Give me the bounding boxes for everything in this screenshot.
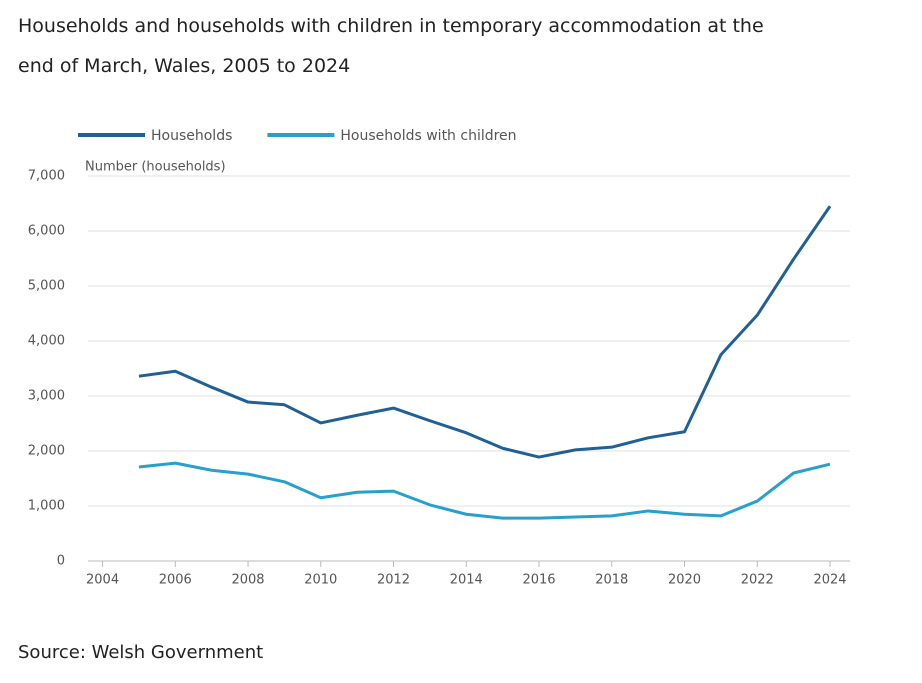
x-tick-label: 2024 bbox=[813, 573, 846, 588]
chart-title: Households and households with children … bbox=[18, 15, 764, 77]
x-tick-label: 2004 bbox=[86, 573, 119, 588]
series-line bbox=[138, 205, 832, 459]
x-tick-label: 2010 bbox=[304, 573, 337, 588]
legend-label: Households bbox=[151, 128, 232, 144]
x-tick-label: 2022 bbox=[741, 573, 774, 588]
y-tick-label: 0 bbox=[57, 554, 65, 569]
y-tick-label: 4,000 bbox=[28, 334, 65, 349]
source: Source: Welsh Government bbox=[18, 642, 264, 663]
x-tick-label: 2018 bbox=[595, 573, 628, 588]
y-tick-label: 5,000 bbox=[28, 279, 65, 294]
x-tick-label: 2012 bbox=[377, 573, 410, 588]
series-line bbox=[138, 461, 831, 520]
y-axis-label: Number (households) bbox=[85, 160, 226, 175]
legend-label: Households with children bbox=[340, 128, 516, 144]
x-tick-label: 2008 bbox=[231, 573, 264, 588]
y-tick-label: 2,000 bbox=[28, 444, 65, 459]
x-tick-label: 2006 bbox=[159, 573, 192, 588]
y-tick-label: 6,000 bbox=[28, 224, 65, 239]
y-tick-label: 7,000 bbox=[28, 169, 65, 184]
y-tick-label: 3,000 bbox=[28, 389, 65, 404]
x-tick-label: 2020 bbox=[668, 573, 701, 588]
x-tick-label: 2016 bbox=[522, 573, 555, 588]
y-tick-label: 1,000 bbox=[28, 499, 65, 514]
x-tick-label: 2014 bbox=[450, 573, 483, 588]
